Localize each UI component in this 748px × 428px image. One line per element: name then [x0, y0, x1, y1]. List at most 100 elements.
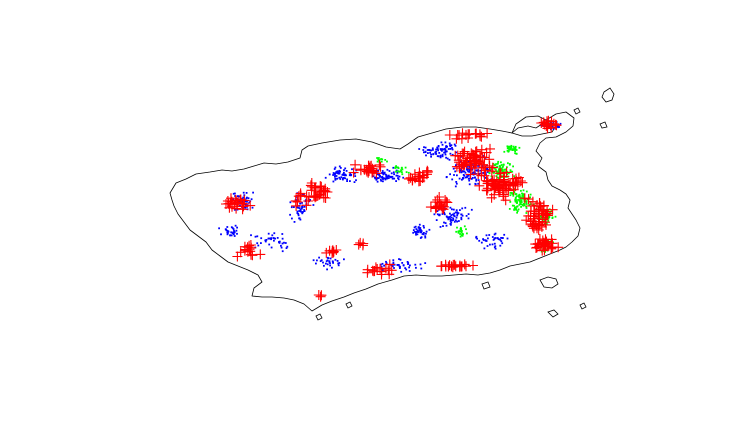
red-cross-point: [246, 249, 256, 260]
blue-point: [424, 151, 427, 153]
blue-point: [344, 177, 346, 180]
blue-point: [270, 238, 272, 241]
blue-point: [344, 173, 347, 176]
green-point: [395, 165, 397, 167]
blue-point: [450, 216, 453, 219]
blue-point: [335, 171, 338, 173]
blue-point: [475, 178, 478, 181]
red-cross-point: [328, 247, 339, 258]
green-point: [532, 203, 535, 206]
green-point: [459, 233, 461, 235]
blue-point: [450, 214, 453, 216]
green-point: [515, 195, 518, 198]
blue-point: [332, 180, 335, 183]
blue-point: [450, 219, 452, 221]
blue-point: [433, 213, 436, 216]
blue-point: [284, 242, 287, 244]
island-outline: [547, 309, 559, 318]
green-point: [502, 165, 504, 168]
blue-point: [422, 149, 425, 151]
blue-point: [285, 247, 288, 249]
blue-point: [419, 263, 422, 266]
red-cross-point: [353, 239, 364, 250]
blue-point: [333, 173, 336, 175]
blue-point: [486, 168, 488, 171]
green-point: [397, 167, 400, 170]
green-point: [507, 146, 510, 148]
green-point: [517, 195, 520, 197]
blue-point: [375, 178, 378, 181]
blue-point: [437, 145, 440, 148]
blue-point: [333, 168, 336, 170]
blue-point: [402, 264, 405, 267]
blue-point: [400, 270, 403, 273]
red-cross-point: [357, 240, 368, 251]
blue-point: [329, 264, 331, 267]
green-point: [504, 168, 507, 171]
red-cross-point: [469, 155, 480, 165]
blue-point: [466, 175, 469, 177]
green-point: [377, 158, 380, 161]
blue-point: [302, 211, 304, 213]
blue-point: [466, 168, 468, 171]
blue-point: [440, 141, 443, 144]
blue-point: [454, 144, 457, 147]
blue-point: [414, 225, 417, 228]
red-cross-point: [245, 200, 256, 211]
blue-point: [463, 174, 466, 177]
blue-point: [419, 227, 422, 229]
blue-point: [381, 170, 384, 172]
island-outline: [573, 107, 581, 115]
blue-point: [474, 183, 477, 186]
green-point: [514, 208, 517, 211]
blue-point: [334, 166, 337, 169]
blue-point: [425, 230, 428, 233]
red-cross-point: [539, 245, 550, 256]
green-point: [400, 167, 403, 169]
green-point: [397, 170, 400, 173]
blue-point: [336, 260, 339, 262]
red-cross-point: [468, 260, 478, 271]
blue-point: [273, 237, 275, 240]
blue-point: [436, 210, 439, 212]
red-cross-point: [222, 196, 233, 206]
green-point: [381, 158, 384, 161]
blue-point: [459, 209, 461, 211]
blue-point: [270, 246, 273, 249]
blue-point: [420, 230, 423, 232]
blue-point: [388, 170, 391, 172]
blue-point: [236, 208, 239, 211]
blue-point: [396, 264, 399, 266]
blue-point: [324, 176, 327, 179]
blue-point: [460, 216, 463, 219]
green-point: [460, 231, 463, 234]
blue-point: [319, 260, 322, 262]
green-point: [494, 163, 497, 166]
red-cross-point: [537, 214, 548, 225]
blue-point: [455, 181, 458, 183]
red-cross-point: [479, 170, 490, 181]
red-cross-point: [355, 165, 366, 176]
red-cross-point: [450, 150, 461, 161]
blue-point: [226, 230, 229, 232]
blue-point: [276, 237, 279, 239]
blue-point: [335, 175, 338, 177]
blue-point: [296, 210, 299, 213]
blue-point: [230, 231, 233, 234]
red-cross-point: [305, 180, 316, 191]
blue-point: [251, 206, 254, 209]
red-cross-point: [386, 265, 397, 276]
blue-point: [273, 239, 275, 242]
blue-point: [343, 169, 345, 171]
green-point: [512, 194, 515, 197]
blue-point: [229, 234, 231, 237]
blue-point: [237, 195, 240, 198]
blue-point: [337, 262, 340, 265]
red-cross-point: [508, 184, 519, 195]
red-cross-point: [458, 148, 469, 159]
blue-point: [254, 235, 257, 238]
blue-point: [233, 231, 236, 234]
blue-point: [392, 166, 395, 169]
green-point: [516, 210, 519, 212]
blue-point: [456, 220, 458, 223]
